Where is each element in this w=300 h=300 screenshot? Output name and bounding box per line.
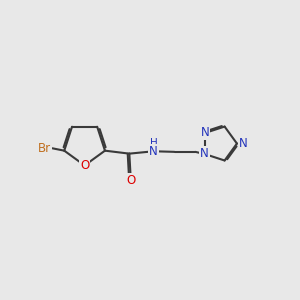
Text: N: N — [200, 147, 209, 160]
Text: N: N — [201, 126, 209, 139]
Text: N: N — [239, 137, 248, 150]
Text: H: H — [150, 138, 158, 148]
Text: O: O — [80, 159, 89, 172]
Text: Br: Br — [38, 142, 51, 155]
Text: O: O — [126, 174, 135, 187]
Text: N: N — [149, 145, 158, 158]
